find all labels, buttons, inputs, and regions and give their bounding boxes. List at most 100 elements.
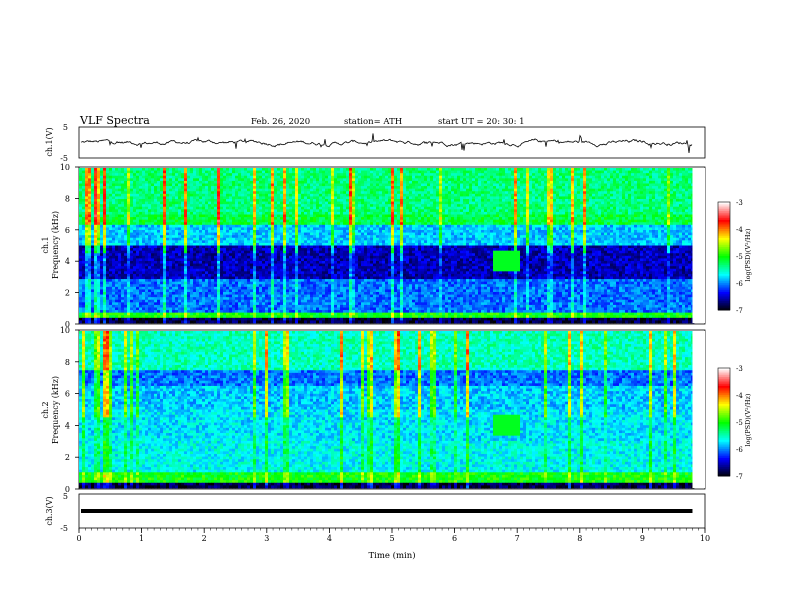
colorbar-swatch xyxy=(718,431,730,434)
colorbar-swatch xyxy=(718,236,730,239)
time-tick-label: 6 xyxy=(452,534,457,543)
colorbar-swatch xyxy=(718,302,730,306)
ch3-waveform-panel: 5 -5 ch.3(V) xyxy=(45,492,706,533)
colorbar-swatch xyxy=(718,440,730,443)
colorbar-swatch xyxy=(718,214,730,217)
time-tick-label: 0 xyxy=(76,534,81,543)
ch1-ytick-top: 5 xyxy=(63,123,68,132)
colorbar-swatch xyxy=(718,203,730,207)
colorbar-swatch xyxy=(718,465,730,468)
colorbar-swatch xyxy=(718,220,730,223)
ch1-waveform-trace xyxy=(80,133,693,154)
colorbar-swatch xyxy=(718,248,730,252)
colorbar-swatch xyxy=(718,304,730,307)
colorbar-swatch xyxy=(718,382,730,385)
colorbar-swatch xyxy=(718,281,730,284)
colorbar-swatch xyxy=(718,378,730,382)
colorbar-swatch xyxy=(718,458,730,461)
colorbar-swatch xyxy=(718,297,730,300)
colorbar-swatch xyxy=(718,447,730,450)
colorbar-swatch xyxy=(718,414,730,418)
colorbar-swatch xyxy=(718,257,730,261)
colorbar-swatch xyxy=(718,209,730,212)
colorbar-swatch xyxy=(718,468,730,472)
ch2-spectrogram-panel: 0 2 4 6 8 10 ch.2 Frequency (kHz) xyxy=(41,326,706,494)
colorbar-swatch xyxy=(718,456,730,459)
colorbar-tick-label: -6 xyxy=(736,446,743,454)
colorbar-swatch xyxy=(718,452,730,455)
frequency-tick-label: 4 xyxy=(65,257,70,266)
colorbar-swatch xyxy=(718,416,730,419)
colorbar-swatch xyxy=(718,277,730,280)
colorbar-swatch xyxy=(718,299,730,302)
ch1-spectrogram-channel-label: ch.1 xyxy=(41,236,50,253)
frequency-tick-label: 2 xyxy=(65,289,70,298)
colorbar-swatch xyxy=(718,243,730,246)
colorbar-tick-label: -4 xyxy=(736,226,743,234)
frequency-tick-label: 10 xyxy=(60,326,70,335)
colorbar-swatch xyxy=(718,225,730,228)
colorbar-swatch xyxy=(718,254,730,257)
colorbar-tick-label: -5 xyxy=(736,253,743,261)
colorbar-swatch xyxy=(718,234,730,237)
colorbar-swatch xyxy=(718,205,730,208)
colorbar-swatch xyxy=(718,387,730,391)
ch3-ytick-top: 5 xyxy=(63,492,68,501)
colorbar-swatch xyxy=(718,229,730,232)
colorbar-swatch xyxy=(718,463,730,466)
ch2-frequency-axis-label: Frequency (kHz) xyxy=(51,376,60,444)
colorbar-swatch xyxy=(718,389,730,392)
time-tick-label: 10 xyxy=(700,534,710,543)
frequency-tick-label: 0 xyxy=(65,485,70,494)
colorbar-swatch xyxy=(718,409,730,412)
colorbar-swatch xyxy=(718,275,730,279)
colorbar-tick-label: -6 xyxy=(736,280,743,288)
frequency-tick-label: 8 xyxy=(65,194,70,203)
ch1-frequency-ticks: 0 2 4 6 8 10 xyxy=(60,163,79,329)
colorbar-swatch xyxy=(718,266,730,270)
colorbar-swatch xyxy=(718,290,730,293)
colorbar-swatch xyxy=(718,223,730,226)
colorbar-swatch xyxy=(718,263,730,266)
colorbar-tick-label: -3 xyxy=(736,365,743,373)
colorbar-tick-label: -7 xyxy=(736,473,743,481)
frequency-tick-label: 4 xyxy=(65,421,70,430)
colorbar-swatch xyxy=(718,470,730,473)
figure-title: VLF Spectra xyxy=(79,114,150,127)
colorbar-swatch xyxy=(718,402,730,405)
colorbar-swatch xyxy=(718,256,730,259)
colorbar-swatch xyxy=(718,232,730,235)
colorbar-swatch xyxy=(718,284,730,288)
ch1-waveform-panel: 5 -5 ch.1(V) xyxy=(45,123,706,163)
colorbar-swatch xyxy=(718,252,730,255)
colorbar-swatch xyxy=(718,454,730,457)
colorbar-swatch xyxy=(718,292,730,295)
time-tick-label: 4 xyxy=(327,534,332,543)
colorbar-swatch xyxy=(718,306,730,309)
colorbar-swatch xyxy=(718,398,730,401)
colorbar-swatch xyxy=(718,386,730,389)
colorbar-swatch xyxy=(718,270,730,273)
colorbar-swatch xyxy=(718,286,730,289)
colorbar-swatch xyxy=(718,301,730,304)
colorbar-swatch xyxy=(718,407,730,410)
ch1-ytick-bottom: -5 xyxy=(60,154,68,163)
colorbar-swatch xyxy=(718,202,730,205)
colorbar-swatch xyxy=(718,293,730,297)
colorbar-swatch xyxy=(718,434,730,437)
colorbar-swatch xyxy=(718,391,730,394)
colorbar-swatch xyxy=(718,279,730,282)
colorbar-swatch xyxy=(718,429,730,432)
colorbar-swatch xyxy=(718,230,730,234)
station-label: station= ATH xyxy=(344,117,402,127)
colorbar-swatch xyxy=(718,432,730,436)
ch3-ytick-bottom: -5 xyxy=(60,524,68,533)
ch2-colorbar: -3 -4 -5 -6 -7 log(PSD)(V²/Hz) xyxy=(717,365,752,481)
ch1-spectrogram-panel: 0 2 4 6 8 10 ch.1 Frequency (kHz) xyxy=(41,163,706,329)
colorbar-swatch xyxy=(718,459,730,463)
colorbar-swatch xyxy=(718,308,730,311)
ch1-frequency-axis-label: Frequency (kHz) xyxy=(51,211,60,279)
colorbar-swatch xyxy=(718,423,730,427)
colorbar-tick-label: -5 xyxy=(736,419,743,427)
